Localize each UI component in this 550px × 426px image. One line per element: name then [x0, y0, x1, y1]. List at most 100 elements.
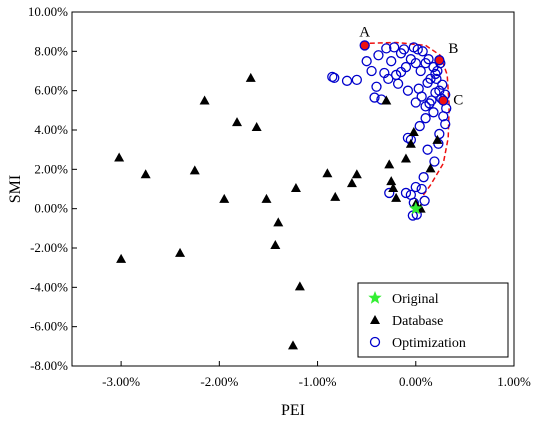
x-tick-label: -1.00% [299, 374, 337, 389]
circle-point [428, 107, 439, 118]
highlighted-point [359, 40, 370, 51]
circle-point [400, 187, 412, 199]
triangle-point [114, 152, 125, 162]
circle-point [437, 79, 448, 90]
triangle-point [405, 138, 416, 148]
star-point [409, 201, 423, 215]
circle-point [419, 195, 430, 206]
triangle-point [391, 192, 402, 202]
triangle-point [388, 183, 399, 193]
circle-point [398, 44, 410, 55]
triangle-point [288, 340, 298, 350]
circle-point [381, 43, 392, 54]
triangle-point [346, 178, 357, 188]
circle-point [402, 85, 414, 96]
circle-point [361, 56, 372, 67]
circle-point [384, 187, 395, 199]
y-tick-label: -4.00% [30, 279, 68, 294]
point-label: B [448, 41, 458, 57]
circle-point [430, 68, 441, 80]
x-tick-label: 0.00% [399, 374, 433, 389]
circle-point [423, 54, 434, 65]
triangle-point [425, 163, 436, 173]
triangle-point [245, 72, 256, 82]
plot-area [71, 11, 515, 367]
triangle-point [116, 253, 127, 263]
circle-point [426, 95, 437, 106]
circle-point [440, 118, 451, 130]
circle-point [417, 46, 428, 57]
triangle-point [351, 169, 362, 179]
legend-label-database: Database [392, 314, 443, 329]
y-tick-label: -6.00% [30, 319, 68, 334]
circle-point [383, 73, 394, 85]
legend-markers [368, 291, 382, 348]
triangle-point [140, 169, 151, 179]
circle-point [351, 74, 362, 85]
circle-point [412, 44, 423, 55]
data-points [114, 42, 452, 350]
circle-point [386, 56, 397, 67]
y-tick-label: -2.00% [30, 240, 68, 255]
circle-point [392, 78, 404, 89]
triangle-point [290, 183, 301, 193]
circle-point [329, 72, 340, 84]
y-tick-label: 8.00% [34, 43, 68, 58]
x-tick-label: -3.00% [102, 374, 140, 389]
circle-point [341, 75, 353, 86]
point-label: C [453, 93, 463, 109]
circle-point [410, 57, 421, 69]
x-axis-title: PEI [281, 402, 305, 419]
y-tick-label: 4.00% [34, 122, 68, 137]
circle-point [366, 65, 377, 77]
legend: Original Database Optimization [357, 282, 509, 358]
triangle-point [251, 122, 262, 132]
circle-point [410, 181, 421, 193]
point-label: A [359, 24, 370, 40]
triangle-point [381, 95, 392, 105]
triangle-point [261, 193, 272, 203]
circle-point [416, 183, 427, 195]
legend-label-optimization: Optimization [392, 336, 466, 351]
x-tick-label: -2.00% [200, 374, 238, 389]
x-tick-label: 1.00% [497, 374, 531, 389]
triangle-point [386, 176, 397, 186]
circle-point [395, 66, 407, 78]
circle-point [420, 113, 431, 124]
highlighted-point [434, 55, 445, 66]
circle-point [369, 92, 380, 103]
triangle-point [330, 191, 341, 201]
triangle-point [273, 217, 284, 227]
legend-triangle-icon [370, 315, 380, 324]
circle-point [418, 172, 429, 183]
y-tick-label: 0.00% [34, 201, 68, 216]
circle-point [415, 65, 426, 77]
triangle-point [199, 95, 210, 105]
circle-point [402, 132, 414, 144]
highlighted-point [438, 95, 449, 106]
annotations: A B C [359, 24, 463, 108]
circle-point [414, 120, 425, 132]
y-tick-label: 10.00% [28, 4, 68, 19]
triangle-point [432, 134, 443, 144]
y-tick-label: 2.00% [34, 161, 68, 176]
circle-point [424, 98, 435, 109]
legend-star-icon [368, 291, 382, 304]
axis-ticks: -3.00% -2.00% -1.00% 0.00% 1.00% -8.00% -6.00%… [28, 4, 531, 389]
legend-box [357, 282, 509, 358]
triangle-point [189, 165, 200, 175]
circle-point [422, 144, 433, 155]
circle-point [429, 156, 440, 167]
triangle-point [322, 168, 333, 178]
legend-circle-icon [369, 336, 381, 348]
triangle-point [219, 193, 230, 203]
triangle-point [294, 281, 305, 291]
circle-point [431, 73, 442, 85]
triangle-point [270, 240, 281, 250]
triangle-point [384, 159, 395, 169]
circle-point [410, 97, 421, 108]
circle-point [416, 91, 427, 102]
triangle-point [175, 247, 186, 257]
circle-point [373, 50, 384, 61]
